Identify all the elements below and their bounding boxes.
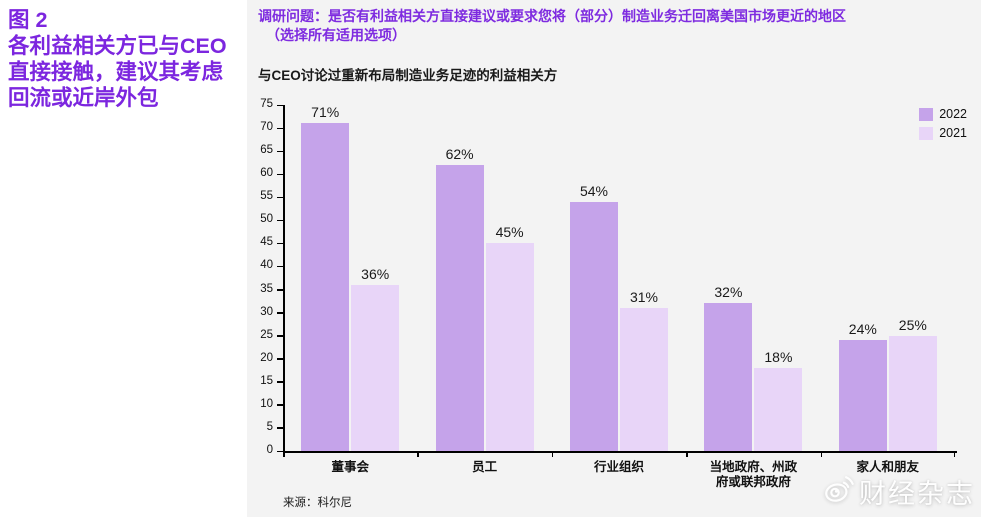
legend-entry-2022: 2022 [919, 107, 967, 121]
category-label: 董事会 [331, 460, 369, 474]
plot-area: 0 5 10 15 20 25 30 35 40 45 50 55 60 65 70 75 71% 36% 董事会 6… [260, 98, 957, 489]
chart-legend: 2022 2021 [919, 107, 967, 145]
y-axis-tick [277, 381, 283, 383]
legend-swatch-2021 [919, 126, 934, 140]
y-axis-tick [277, 358, 283, 360]
y-axis-tick-label: 10 [260, 397, 273, 410]
survey-question-line-1: 调研问题：是否有利益相关方直接建议或要求您将（部分）制造业务迁回离美国市场更近的… [258, 8, 846, 24]
y-axis-tick [277, 427, 283, 429]
left-title-panel: 图 2 各利益相关方已与CEO 直接接触，建议其考虑 回流或近岸外包 [0, 0, 247, 517]
legend-swatch-2022 [919, 107, 934, 121]
y-axis-line [283, 105, 285, 453]
bar-value-label: 25% [898, 316, 927, 333]
x-axis-tick [551, 451, 554, 457]
legend-entry-2021: 2021 [919, 126, 967, 140]
y-axis-tick [277, 219, 283, 222]
y-axis-tick-label: 75 [260, 98, 273, 110]
x-axis-line [283, 451, 957, 453]
chart-title: 与CEO讨论过重新布局制造业务足迹的利益相关方 [258, 68, 558, 83]
bar-value-label: 18% [764, 348, 793, 365]
bar-2021-1 [485, 243, 534, 451]
bar-value-label: 62% [445, 145, 474, 162]
y-axis-tick [277, 289, 283, 291]
y-axis-tick-label: 25 [260, 328, 273, 341]
y-axis-tick [277, 242, 283, 245]
y-axis-tick [277, 450, 283, 452]
y-axis-tick [277, 265, 283, 268]
bar-value-label: 31% [629, 288, 659, 305]
y-axis-tick [277, 150, 283, 153]
y-axis-tick [277, 127, 283, 130]
bar-value-label: 45% [495, 224, 524, 241]
bar-2022-1 [435, 164, 484, 451]
survey-question: 调研问题：是否有利益相关方直接建议或要求您将（部分）制造业务迁回离美国市场更近的… [258, 7, 974, 45]
y-axis-tick [277, 196, 283, 199]
bar-value-label: 24% [848, 321, 877, 338]
bar-value-label: 36% [361, 265, 390, 282]
x-axis-tick [417, 451, 419, 457]
bar-2022-4 [838, 340, 887, 451]
y-axis-tick-label: 5 [266, 420, 273, 433]
bar-value-label: 54% [579, 182, 609, 199]
y-axis-tick-label: 40 [260, 259, 273, 272]
y-axis-tick-label: 55 [260, 190, 273, 203]
y-axis-tick-label: 15 [260, 374, 273, 387]
bar-2021-4 [888, 335, 937, 451]
y-axis-tick [277, 104, 283, 106]
category-label: 家人和朋友 [856, 460, 920, 474]
y-axis-tick-label: 45 [260, 236, 273, 249]
x-axis-tick [283, 451, 285, 457]
y-axis-tick-label: 70 [260, 121, 273, 134]
watermark-text: 财经杂志 [859, 479, 975, 509]
y-axis-tick-label: 60 [260, 167, 273, 180]
figure-title-line-1: 各利益相关方已与CEO [8, 34, 227, 58]
watermark: 财经杂志 [823, 472, 975, 511]
x-axis-tick [953, 451, 955, 457]
category-label: 行业组织 [593, 460, 644, 474]
y-axis-tick [277, 312, 283, 314]
y-axis-tick-label: 35 [260, 282, 273, 295]
y-axis-tick [277, 335, 283, 337]
bar-2022-3 [704, 303, 753, 451]
y-axis-tick-label: 50 [260, 213, 273, 226]
bar-2021-0 [351, 284, 400, 451]
chart-panel: 调研问题：是否有利益相关方直接建议或要求您将（部分）制造业务迁回离美国市场更近的… [247, 0, 981, 517]
source-note: 来源：科尔尼 [283, 497, 352, 509]
bar-value-label: 71% [311, 104, 340, 121]
y-axis-tick [277, 404, 283, 406]
y-axis-tick-label: 0 [266, 444, 273, 456]
weibo-icon [823, 473, 855, 510]
legend-label-2022: 2022 [939, 107, 967, 121]
y-axis-tick-label: 20 [260, 351, 273, 364]
legend-label-2021: 2021 [939, 126, 967, 140]
bar-2022-0 [301, 123, 350, 451]
figure-number: 图 2 [8, 8, 48, 32]
figure-title-line-2: 直接接触，建议其考虑 [8, 60, 224, 84]
figure-title-line-3: 回流或近岸外包 [8, 86, 159, 110]
category-label: 当地政府、州政 府或联邦政府 [709, 460, 798, 489]
x-axis-tick [686, 451, 688, 457]
bar-2022-2 [570, 201, 618, 451]
survey-question-line-2: （选择所有适用选项） [266, 27, 406, 43]
y-axis-tick [277, 173, 283, 176]
category-label: 员工 [472, 460, 498, 474]
bar-2021-2 [620, 307, 668, 451]
y-axis-tick-label: 30 [260, 305, 273, 318]
bar-2021-3 [754, 367, 803, 451]
bar-value-label: 32% [714, 284, 743, 301]
y-axis-tick-label: 65 [260, 144, 273, 157]
x-axis-tick [820, 451, 823, 457]
